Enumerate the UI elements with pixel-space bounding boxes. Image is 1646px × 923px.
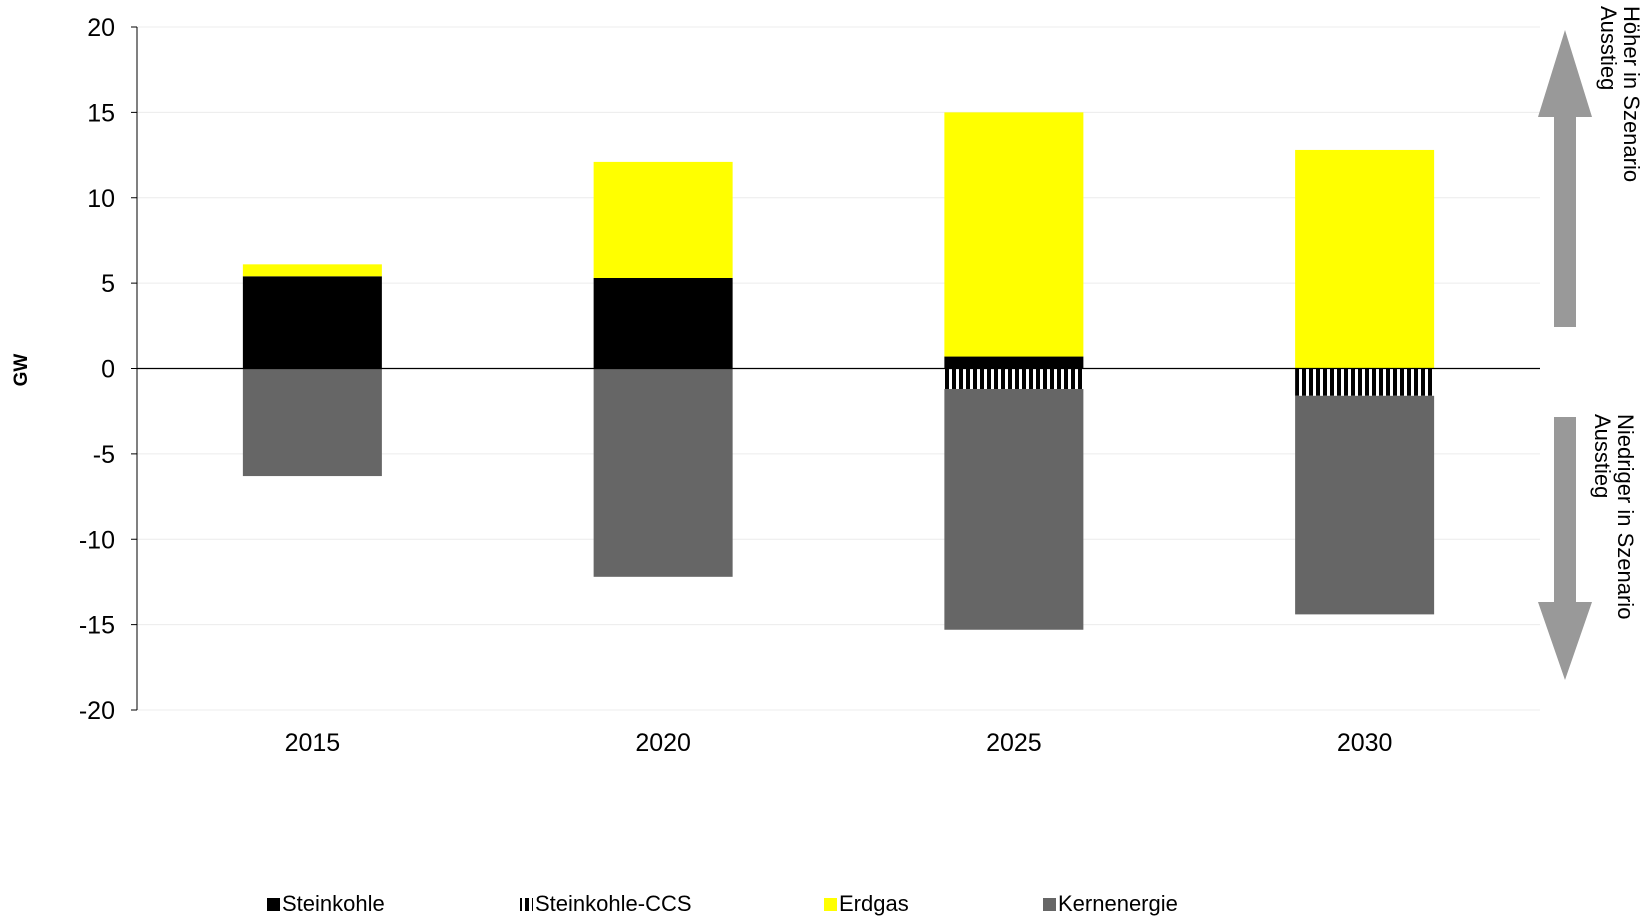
- y-tick-label: 20: [87, 14, 115, 42]
- arrow-down-icon: [1538, 417, 1592, 680]
- legend-label-erdgas: Erdgas: [839, 891, 909, 916]
- legend-label-steinkohle: Steinkohle: [282, 891, 385, 916]
- bar-steinkohle-2025: [944, 356, 1084, 369]
- legend-label-kernenergie: Kernenergie: [1058, 891, 1178, 916]
- legend-label-steinkohle-ccs: Steinkohle-CCS: [535, 891, 692, 916]
- y-tick-label: -20: [79, 697, 115, 725]
- bar-steinkohle-2020: [593, 278, 733, 369]
- bars: [242, 112, 1435, 630]
- bar-kernenergie-2015: [242, 368, 382, 477]
- bar-erdgas-2020: [593, 161, 733, 279]
- bar-steinkohle-2015: [242, 276, 382, 369]
- annotation-higher: Höher in SzenarioAusstieg: [1596, 6, 1644, 182]
- x-tick-label: 2025: [986, 729, 1042, 757]
- annotation-lower-line: Niedriger in Szenario: [1613, 414, 1638, 619]
- bar-steinkohle-ccs-2030: [1295, 368, 1435, 396]
- bar-kernenergie-2020: [593, 368, 733, 577]
- annotation-lower: Niedriger in SzenarioAusstieg: [1590, 414, 1638, 619]
- bar-kernenergie-2030: [1295, 395, 1435, 615]
- bar-erdgas-2025: [944, 112, 1084, 357]
- x-tick-label: 2030: [1337, 729, 1393, 757]
- y-tick-label: 0: [101, 356, 115, 384]
- y-tick-label: 15: [87, 99, 115, 127]
- y-tick-label: 5: [101, 270, 115, 298]
- arrow-up-icon: [1538, 30, 1592, 327]
- x-tick-label: 2020: [635, 729, 691, 757]
- legend-swatch-kernenergie: [1043, 898, 1056, 911]
- y-axis-label: GW: [11, 354, 32, 387]
- y-tick-label: 10: [87, 185, 115, 213]
- bar-erdgas-2015: [242, 264, 382, 277]
- legend-swatch-steinkohle-ccs: [520, 898, 533, 911]
- bar-steinkohle-ccs-2025: [944, 368, 1084, 389]
- annotation-lower-line: Ausstieg: [1590, 414, 1615, 498]
- y-tick-label: -10: [79, 526, 115, 554]
- x-tick-label: 2015: [285, 729, 341, 757]
- legend-swatch-erdgas: [824, 898, 837, 911]
- annotation-higher-line: Ausstieg: [1596, 6, 1621, 90]
- legend: Steinkohle Steinkohle-CCS Erdgas Kernenergi…: [267, 891, 1178, 916]
- y-tick-label: -5: [93, 441, 115, 469]
- bar-erdgas-2030: [1295, 149, 1435, 369]
- legend-swatch-steinkohle: [267, 898, 280, 911]
- bar-kernenergie-2025: [944, 388, 1084, 630]
- annotation-higher-line: Höher in Szenario: [1619, 6, 1644, 182]
- y-tick-label: -15: [79, 612, 115, 640]
